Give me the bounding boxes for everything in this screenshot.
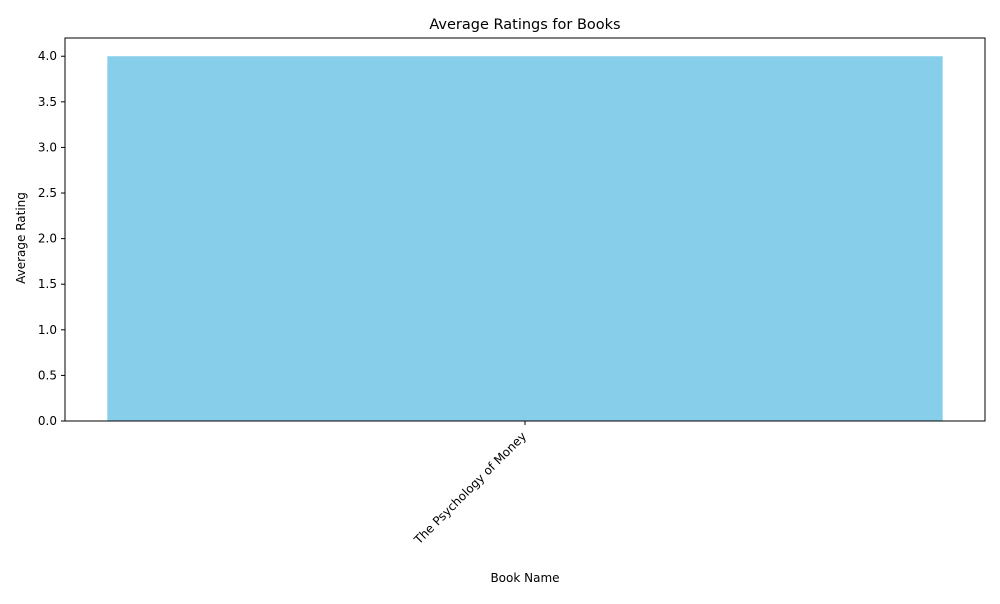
y-axis-label: Average Rating: [14, 192, 28, 284]
y-tick-label: 2.5: [38, 186, 57, 200]
y-tick-label: 3.0: [38, 140, 57, 154]
x-tick-label: The Psychology of Money: [411, 429, 529, 547]
plot-area: The Psychology of Money 0.0 0.5 1.0 1.5 2.0 2.…: [38, 37, 986, 548]
bar: [107, 56, 943, 421]
y-tick-label: 1.5: [38, 277, 57, 291]
axes-frame: [64, 37, 986, 422]
y-tick-label: 3.5: [38, 95, 57, 109]
y-tick-label: 4.0: [38, 49, 57, 63]
y-tick-label: 0.0: [38, 414, 57, 428]
chart-title: Average Ratings for Books: [429, 17, 620, 33]
x-axis-label: Book Name: [490, 571, 559, 585]
y-tick-label: 1.0: [38, 323, 57, 337]
y-tick-label: 2.0: [38, 232, 57, 246]
y-tick-label: 0.5: [38, 368, 57, 382]
